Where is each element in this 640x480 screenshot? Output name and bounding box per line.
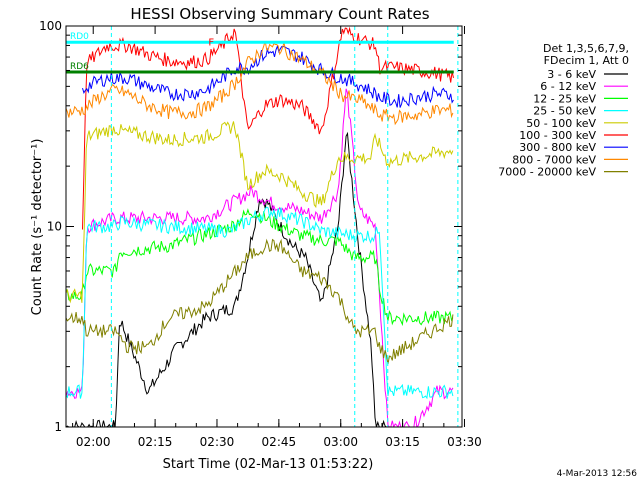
series-line-5 <box>82 26 454 230</box>
y-tick-label: 10 <box>47 220 62 234</box>
legend-label: 3 - 6 keV <box>547 68 596 81</box>
series-line-4 <box>66 121 454 304</box>
series-line-2 <box>66 208 454 327</box>
footer-timestamp: 4-Mar-2013 12:56 <box>557 469 638 479</box>
series-line-6 <box>82 44 454 108</box>
series-line-0 <box>66 131 387 427</box>
reference-label-rd0: RD0 <box>70 32 89 42</box>
legend-label: 100 - 300 keV <box>519 129 596 142</box>
y-axis-label: Count Rate (s⁻¹ detector⁻¹) <box>30 139 45 316</box>
x-tick-label: 02:00 <box>76 435 111 449</box>
legend-label: 6 - 12 keV <box>540 80 596 93</box>
legend-label: 50 - 100 keV <box>526 117 596 130</box>
y-tick-label: 100 <box>39 19 62 33</box>
y-tick-label: 1 <box>54 420 62 434</box>
legend-label: 12 - 25 keV <box>533 92 596 105</box>
series-line-7 <box>66 40 454 126</box>
flare-marker: F <box>208 37 214 48</box>
series-line-3 <box>66 206 454 400</box>
x-tick-label: 02:30 <box>200 435 235 449</box>
x-tick-label: 02:45 <box>262 435 297 449</box>
legend-label: 7000 - 20000 keV <box>498 166 596 179</box>
x-tick-label: 02:15 <box>138 435 173 449</box>
x-tick-label: 03:15 <box>385 435 420 449</box>
plot-frame <box>65 25 463 428</box>
x-tick-label: 03:30 <box>447 435 482 449</box>
x-tick-label: 03:00 <box>323 435 358 449</box>
series-line-1 <box>66 88 454 427</box>
x-axis-label: Start Time (02-Mar-13 01:53:22) <box>163 457 374 472</box>
series-line-8 <box>66 238 454 365</box>
legend-label: 25 - 50 keV <box>533 105 596 118</box>
chart-title: HESSI Observing Summary Count Rates <box>130 5 429 23</box>
legend-header: FDecim 1, Att 0 <box>544 54 629 67</box>
legend-header: Det 1,3,5,6,7,9, <box>543 42 629 55</box>
legend-label: 300 - 800 keV <box>519 141 596 154</box>
reference-label-rd6: RD6 <box>70 62 89 72</box>
legend-label: 800 - 7000 keV <box>512 153 596 166</box>
